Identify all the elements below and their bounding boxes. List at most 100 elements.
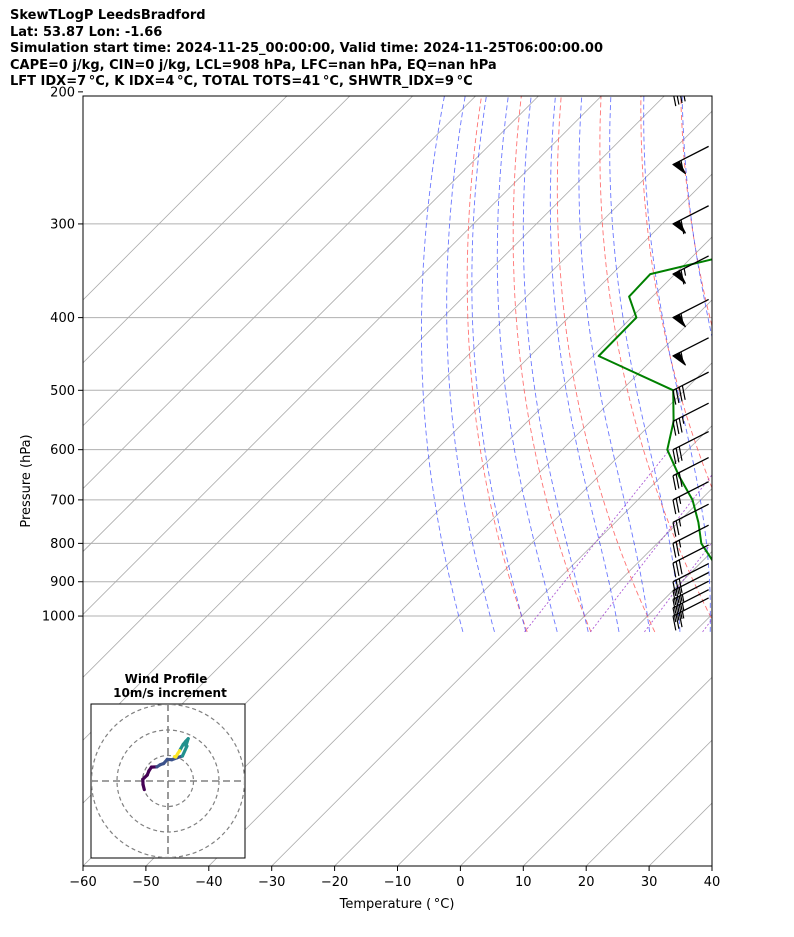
barb-full (672, 499, 677, 515)
x-tick-label: 20 (578, 875, 595, 890)
wind-barb (673, 30, 709, 62)
isotherm-line (83, 96, 539, 553)
temperature-line (771, 0, 794, 616)
wind-barb (673, 0, 709, 12)
hodograph-title: Wind Profile (125, 672, 208, 686)
barb-full (672, 522, 677, 537)
wind-barb (672, 589, 709, 623)
hodograph-plot (91, 704, 245, 858)
wind-barb (672, 337, 709, 366)
barb-full (672, 615, 677, 631)
barb-full (678, 387, 683, 402)
barb-full (675, 597, 680, 613)
x-tick-label: −50 (132, 875, 159, 890)
barb-full (676, 0, 679, 11)
barb-half (678, 540, 682, 548)
isotherm-line (83, 96, 665, 678)
wind-barb (672, 145, 709, 175)
barb-pennant (672, 352, 687, 366)
wind-barb (672, 524, 709, 558)
wind-barb (672, 597, 709, 631)
barb-full (675, 498, 680, 513)
wind-barb (672, 255, 709, 285)
x-tick-label: 30 (641, 875, 658, 890)
cin-shaded-area (725, 0, 794, 616)
mixing-ratio-line (644, 541, 712, 633)
y-tick-label: 500 (50, 384, 75, 399)
moist-adiabat (421, 96, 464, 633)
isotherm-line (397, 550, 712, 866)
y-axis-label: Pressure (hPa) (19, 434, 34, 527)
mixing-ratio-line (590, 474, 712, 633)
barb-full (678, 418, 683, 433)
isotherm-line (83, 96, 413, 427)
moist-adiabat (609, 96, 681, 632)
barb-full (678, 472, 683, 487)
wind-barb (672, 544, 709, 578)
barb-full (672, 563, 677, 578)
barb-full (675, 561, 680, 576)
barb-half (683, 268, 687, 276)
barb-full (672, 607, 677, 623)
isotherm-line (334, 488, 712, 866)
barb-full (672, 390, 677, 405)
dry-adiabat (719, 0, 794, 632)
hodograph-subtitle: 10m/s increment (113, 686, 227, 700)
dry-adiabat (466, 96, 528, 633)
moist-adiabat (681, 96, 712, 340)
y-tick-label: 400 (50, 311, 75, 326)
barb-full (678, 587, 683, 602)
grid-layer (83, 0, 794, 866)
barb-full (673, 0, 676, 12)
isotherm-line (83, 96, 351, 364)
parcel-series (725, 0, 773, 616)
wind-barb (672, 402, 709, 436)
isotherm-line (271, 425, 712, 866)
x-tick-label: −60 (69, 875, 96, 890)
hodograph-trace (180, 744, 189, 758)
barb-full (683, 96, 686, 102)
parcel-line (725, 0, 773, 616)
wind-barb (672, 205, 709, 235)
dry-adiabat (640, 96, 712, 490)
barb-full (675, 474, 680, 489)
barb-full (678, 559, 683, 575)
moist-adiabat (522, 96, 589, 632)
x-tick-label: −30 (258, 875, 285, 890)
barb-half (678, 519, 682, 527)
wind-barb (672, 371, 709, 405)
barb-full (672, 449, 677, 465)
barb-full (682, 44, 685, 58)
barb-half (680, 313, 684, 321)
wind-barb (672, 298, 709, 328)
barb-full (678, 578, 683, 593)
barb-half (681, 602, 685, 611)
moist-adiabat (726, 0, 783, 632)
barb-full (676, 47, 679, 61)
isotherm-line (648, 802, 712, 866)
barb-full (678, 446, 683, 461)
isotherm-line (83, 110, 712, 741)
barb-staff (672, 402, 709, 422)
mixing-ratio-line (702, 618, 712, 633)
dry-adiabat (512, 96, 592, 633)
isotherm-line (523, 676, 712, 866)
wind-barb (672, 457, 709, 491)
barb-full (680, 269, 685, 285)
dry-adiabat (756, 0, 794, 632)
indices-line: LFT IDX=7 °C, K IDX=4 °C, TOTAL TOTS=41 … (10, 74, 473, 90)
wind-barb (672, 580, 709, 614)
barb-staff (673, 30, 709, 48)
moist-adiabat (549, 96, 620, 632)
barb-full (675, 614, 680, 629)
y-tick-label: 700 (50, 493, 75, 508)
y-tick-label: 1000 (42, 610, 75, 625)
barb-full (673, 96, 677, 107)
x-tick-label: 0 (456, 875, 464, 890)
barb-full (675, 388, 680, 404)
barb-full (675, 419, 680, 435)
barb-half (678, 496, 682, 504)
temperature-series (770, 0, 794, 616)
